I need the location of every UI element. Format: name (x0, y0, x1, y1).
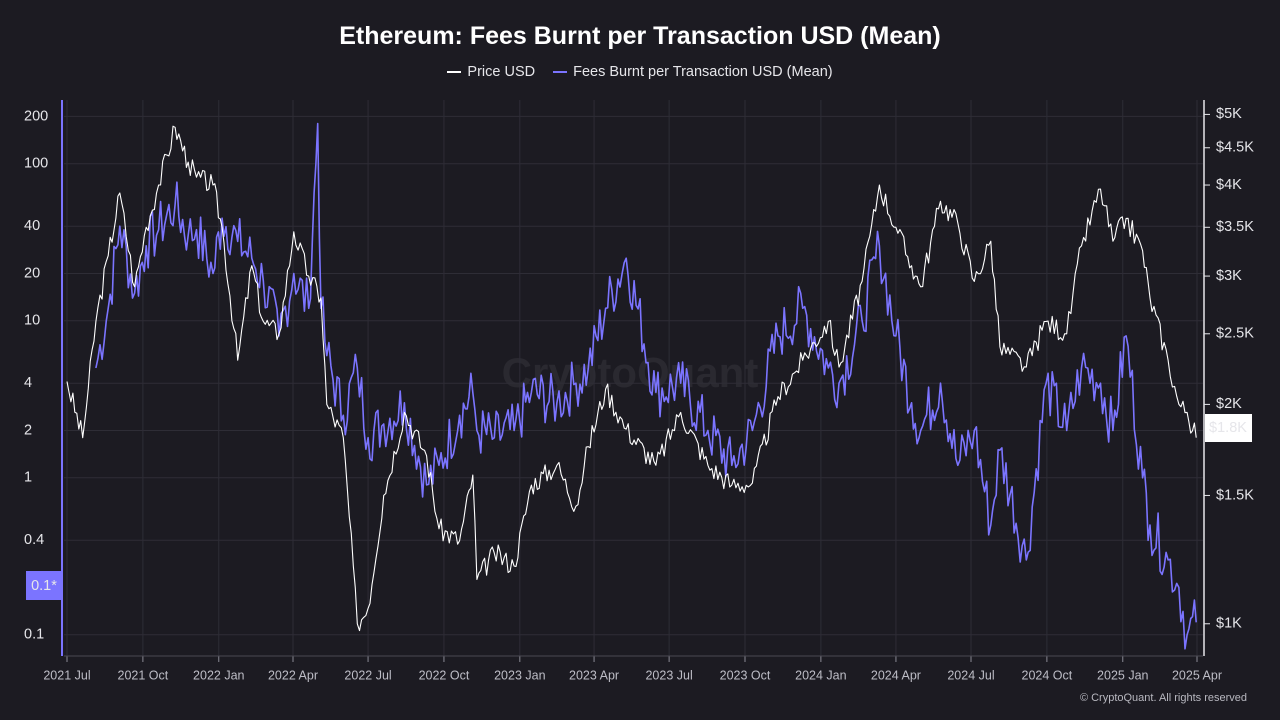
x-tick-label: 2024 Apr (871, 668, 921, 682)
legend-item-price[interactable]: Price USD (447, 64, 535, 80)
left-tick-label: 20 (24, 265, 40, 281)
left-tick-label: 1 (24, 470, 32, 486)
legend-label-fees: Fees Burnt per Transaction USD (Mean) (573, 64, 833, 80)
x-tick-label: 2025 Jan (1097, 668, 1148, 682)
left-tick-label: 10 (24, 313, 40, 329)
legend-label-price: Price USD (467, 64, 536, 80)
x-tick-label: 2022 Oct (419, 668, 470, 682)
series-line-fees (95, 122, 1197, 650)
right-tick-label: $1K (1216, 616, 1242, 632)
x-tick-label: 2023 Jul (645, 668, 692, 682)
x-tick-label: 2024 Jul (947, 668, 994, 682)
series-line-price (66, 125, 1197, 632)
left-tick-label: 2 (24, 422, 32, 438)
left-current-value-label: 0.1* (31, 578, 57, 594)
x-tick-label: 2021 Jul (43, 668, 90, 682)
legend-swatch-fees (553, 71, 568, 73)
right-current-value-label: $1.8K (1209, 420, 1247, 436)
legend-item-fees[interactable]: Fees Burnt per Transaction USD (Mean) (553, 64, 833, 80)
right-tick-label: $1.5K (1216, 487, 1254, 503)
right-tick-label: $3.5K (1216, 219, 1254, 235)
x-tick-label: 2025 Apr (1172, 668, 1222, 682)
x-tick-label: 2024 Oct (1022, 668, 1073, 682)
chart-title: Ethereum: Fees Burnt per Transaction USD… (339, 22, 941, 50)
left-current-value-badge (26, 571, 62, 600)
right-tick-label: $5K (1216, 106, 1242, 122)
left-tick-label: 100 (24, 156, 48, 172)
left-tick-label: 4 (24, 375, 32, 391)
right-tick-label: $2.5K (1216, 326, 1254, 342)
x-tick-label: 2023 Oct (720, 668, 771, 682)
left-tick-label: 200 (24, 108, 48, 124)
chart-legend: Price USD Fees Burnt per Transaction USD… (0, 64, 1280, 80)
watermark-text: CryptoQuant (502, 349, 759, 396)
copyright-text: © CryptoQuant. All rights reserved (1079, 692, 1247, 704)
left-tick-label: 0.4 (24, 532, 44, 548)
x-tick-label: 2021 Oct (118, 668, 169, 682)
x-tick-label: 2022 Apr (268, 668, 318, 682)
left-tick-label: 40 (24, 218, 40, 234)
left-tick-label: 0.1 (24, 627, 44, 643)
x-tick-label: 2023 Apr (569, 668, 619, 682)
right-tick-label: $4.5K (1216, 140, 1254, 156)
x-tick-label: 2022 Jul (344, 668, 391, 682)
x-tick-label: 2022 Jan (193, 668, 244, 682)
x-tick-label: 2023 Jan (494, 668, 545, 682)
x-tick-label: 2024 Jan (795, 668, 846, 682)
legend-swatch-price (447, 71, 462, 73)
right-tick-label: $4K (1216, 177, 1242, 193)
right-current-value-badge (1205, 414, 1252, 442)
right-tick-label: $2K (1216, 396, 1242, 412)
right-tick-label: $3K (1216, 268, 1242, 284)
